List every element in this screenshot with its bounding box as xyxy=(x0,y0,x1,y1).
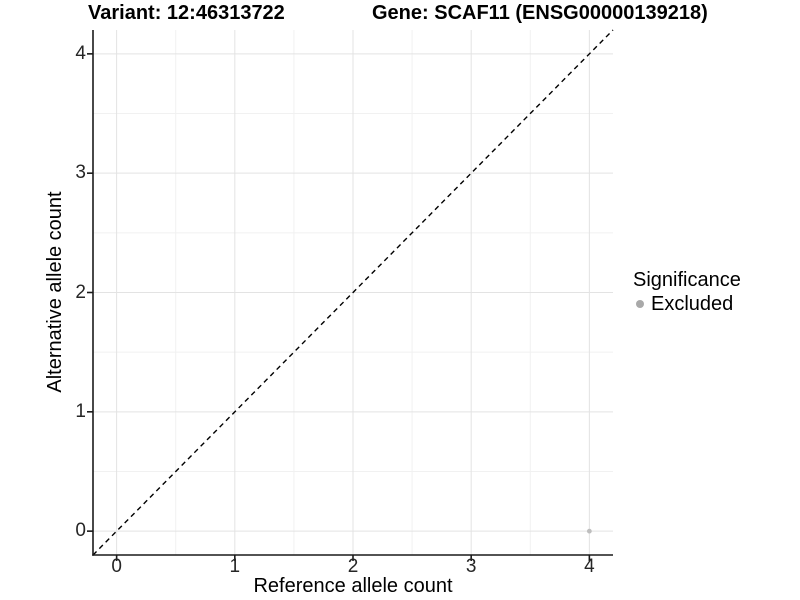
axis-lines xyxy=(87,30,613,561)
plot-title-gene: Gene: SCAF11 (ENSG00000139218) xyxy=(372,2,708,24)
y-tick-label: 4 xyxy=(75,42,86,64)
plot-title-variant: Variant: 12:46313722 xyxy=(88,2,285,24)
legend: Significance Excluded xyxy=(633,269,741,315)
identity-reference-line xyxy=(92,29,614,556)
legend-item-label: Excluded xyxy=(651,293,734,315)
data-point xyxy=(586,528,592,534)
y-tick-label: 1 xyxy=(75,400,86,422)
x-tick-label: 1 xyxy=(229,556,241,577)
x-tick-label: 0 xyxy=(111,556,122,577)
x-axis-title: Reference allele count xyxy=(253,575,453,597)
legend-title: Significance xyxy=(633,269,741,291)
y-tick-label: 0 xyxy=(75,520,86,542)
x-tick-label: 2 xyxy=(347,556,359,577)
x-tick-label: 3 xyxy=(465,556,477,577)
legend-item-excluded: Excluded xyxy=(633,293,741,315)
legend-key-circle-icon xyxy=(636,300,644,308)
y-tick-label: 2 xyxy=(75,281,86,303)
y-tick-label: 3 xyxy=(75,162,86,184)
y-axis-title: Alternative allele count xyxy=(44,191,66,393)
x-tick-label: 4 xyxy=(584,556,595,577)
